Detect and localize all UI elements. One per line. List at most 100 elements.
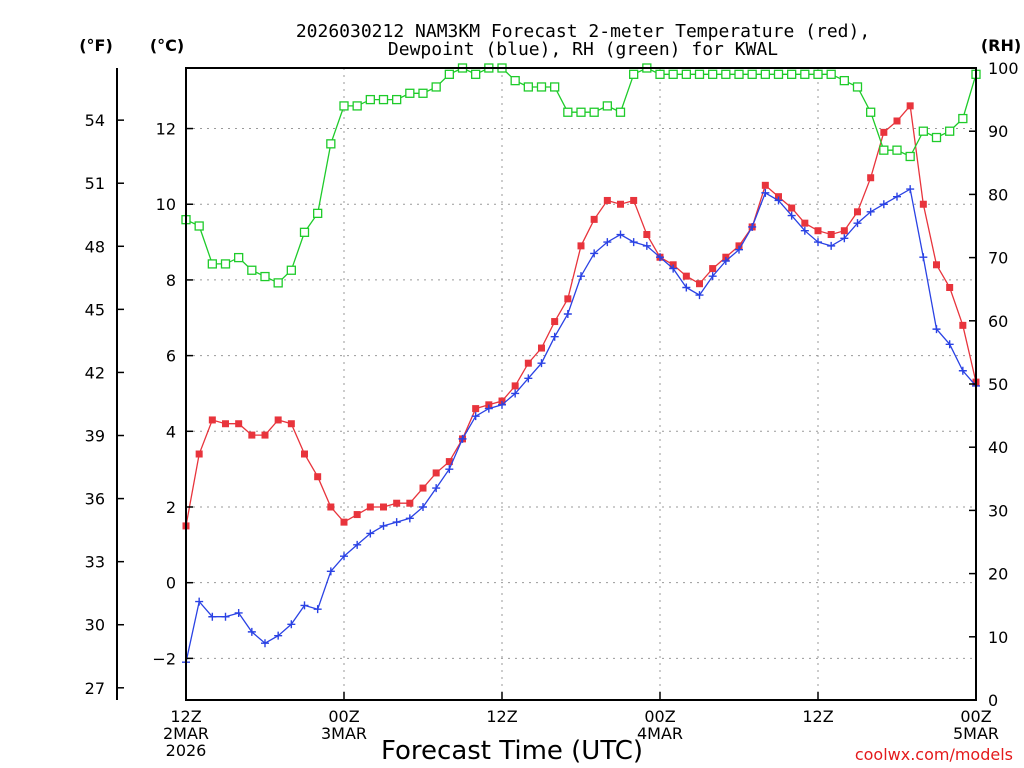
rh-point <box>931 132 942 143</box>
celsius-tick-label: 12 <box>156 120 176 139</box>
x-tick-label: 12Z <box>486 707 517 726</box>
dewpoint-point <box>577 272 585 281</box>
temperature-point <box>327 503 335 511</box>
x-tick-label: 2026 <box>166 741 207 760</box>
rh-tick-label: 70 <box>988 249 1008 268</box>
rh-point <box>681 69 691 79</box>
temperature-point <box>511 382 519 390</box>
rh-point <box>563 107 573 117</box>
rh-point <box>299 227 310 237</box>
rh-point <box>286 265 296 275</box>
dewpoint-point <box>906 185 915 194</box>
dewpoint-point <box>656 253 664 262</box>
rh-tick-label: 0 <box>988 691 998 710</box>
temperature-point <box>301 450 308 458</box>
axes: −2 0 2 4 6 8 10 12 27 30 33 36 39 42 45 48 51 54 0 10 20 30 40… <box>85 59 1019 760</box>
x-tick-label: 00Z <box>644 707 675 726</box>
dewpoint-point <box>550 332 559 341</box>
temperature-point <box>222 420 229 428</box>
rh-tick-label: 30 <box>988 501 1008 520</box>
rh-tick-label: 80 <box>988 185 1008 204</box>
temperature-point <box>195 450 203 458</box>
rh-point <box>866 107 876 117</box>
temperature-point <box>840 227 848 235</box>
fahrenheit-tick-label: 36 <box>85 490 105 509</box>
dewpoint-point <box>695 291 704 300</box>
temperature-point <box>261 431 269 439</box>
temperature-point <box>432 469 440 477</box>
rh-tick-label: 90 <box>988 122 1008 141</box>
rh-point <box>879 145 889 155</box>
temperature-point <box>208 416 216 424</box>
dewpoint-point <box>787 211 796 220</box>
rh-point <box>589 107 599 117</box>
fahrenheit-tick-label: 27 <box>85 679 105 698</box>
rh-point <box>220 259 231 269</box>
temperature-point <box>801 219 809 227</box>
dewpoint-point <box>405 514 414 523</box>
x-tick-label: 2MAR <box>163 724 209 743</box>
fahrenheit-tick-label: 51 <box>85 174 105 193</box>
rh-point <box>418 88 428 98</box>
dewpoint-point <box>761 188 770 197</box>
temperature-point <box>682 272 690 280</box>
temperature-point <box>314 473 322 481</box>
dewpoint-point <box>458 434 467 443</box>
temperature-point <box>906 102 914 110</box>
dewpoint-point <box>195 597 204 606</box>
series-temperature <box>182 102 980 530</box>
dewpoint-point <box>735 245 743 254</box>
temperature-point <box>643 231 651 239</box>
series-layer <box>181 63 981 667</box>
temperature-point <box>827 231 835 239</box>
rh-point <box>576 107 586 117</box>
rh-tick-label: 50 <box>988 375 1008 394</box>
temperature-point <box>472 405 480 413</box>
dewpoint-point <box>708 272 717 281</box>
temperature-point <box>287 420 295 428</box>
temperature-point <box>761 181 769 189</box>
temperature-point <box>814 227 822 235</box>
rh-point <box>602 101 612 111</box>
dewpoint-point <box>208 612 217 621</box>
celsius-tick-label: 8 <box>166 271 176 290</box>
rh-point <box>536 82 547 92</box>
temperature-point <box>854 208 861 216</box>
temperature-point <box>538 344 545 352</box>
temperature-point <box>617 200 624 208</box>
rh-point <box>352 101 362 111</box>
dewpoint-point <box>537 359 546 368</box>
dewpoint-point <box>221 612 230 621</box>
rh-point <box>839 75 849 86</box>
rh-point <box>760 69 770 79</box>
fahrenheit-tick-label: 45 <box>85 300 105 319</box>
rh-point <box>734 69 744 79</box>
rh-unit-label: (RH) <box>981 36 1021 55</box>
rh-point <box>234 252 244 263</box>
x-tick-label: 3MAR <box>321 724 367 743</box>
dewpoint-point <box>445 465 454 474</box>
dewpoint-point <box>721 257 730 266</box>
celsius-tick-label: −2 <box>152 649 176 668</box>
temperature-point <box>696 280 703 288</box>
rh-point <box>787 69 797 79</box>
rh-tick-label: 10 <box>988 628 1008 647</box>
dewpoint-point <box>379 521 388 530</box>
dewpoint-point <box>866 207 875 216</box>
rh-point <box>444 69 454 79</box>
dewpoint-point <box>287 620 296 629</box>
temperature-point <box>946 283 954 291</box>
rh-point <box>326 139 336 149</box>
x-tick-label: 12Z <box>802 707 833 726</box>
rh-tick-label: 100 <box>988 59 1019 78</box>
rh-point <box>365 94 375 105</box>
dewpoint-point <box>419 502 427 511</box>
dewpoint-point <box>814 238 822 247</box>
rh-point <box>405 88 415 98</box>
temperature-point <box>577 242 585 250</box>
rh-point <box>471 69 481 79</box>
rh-tick-label: 40 <box>988 438 1008 457</box>
dewpoint-point <box>642 241 651 250</box>
rh-point <box>708 69 718 79</box>
